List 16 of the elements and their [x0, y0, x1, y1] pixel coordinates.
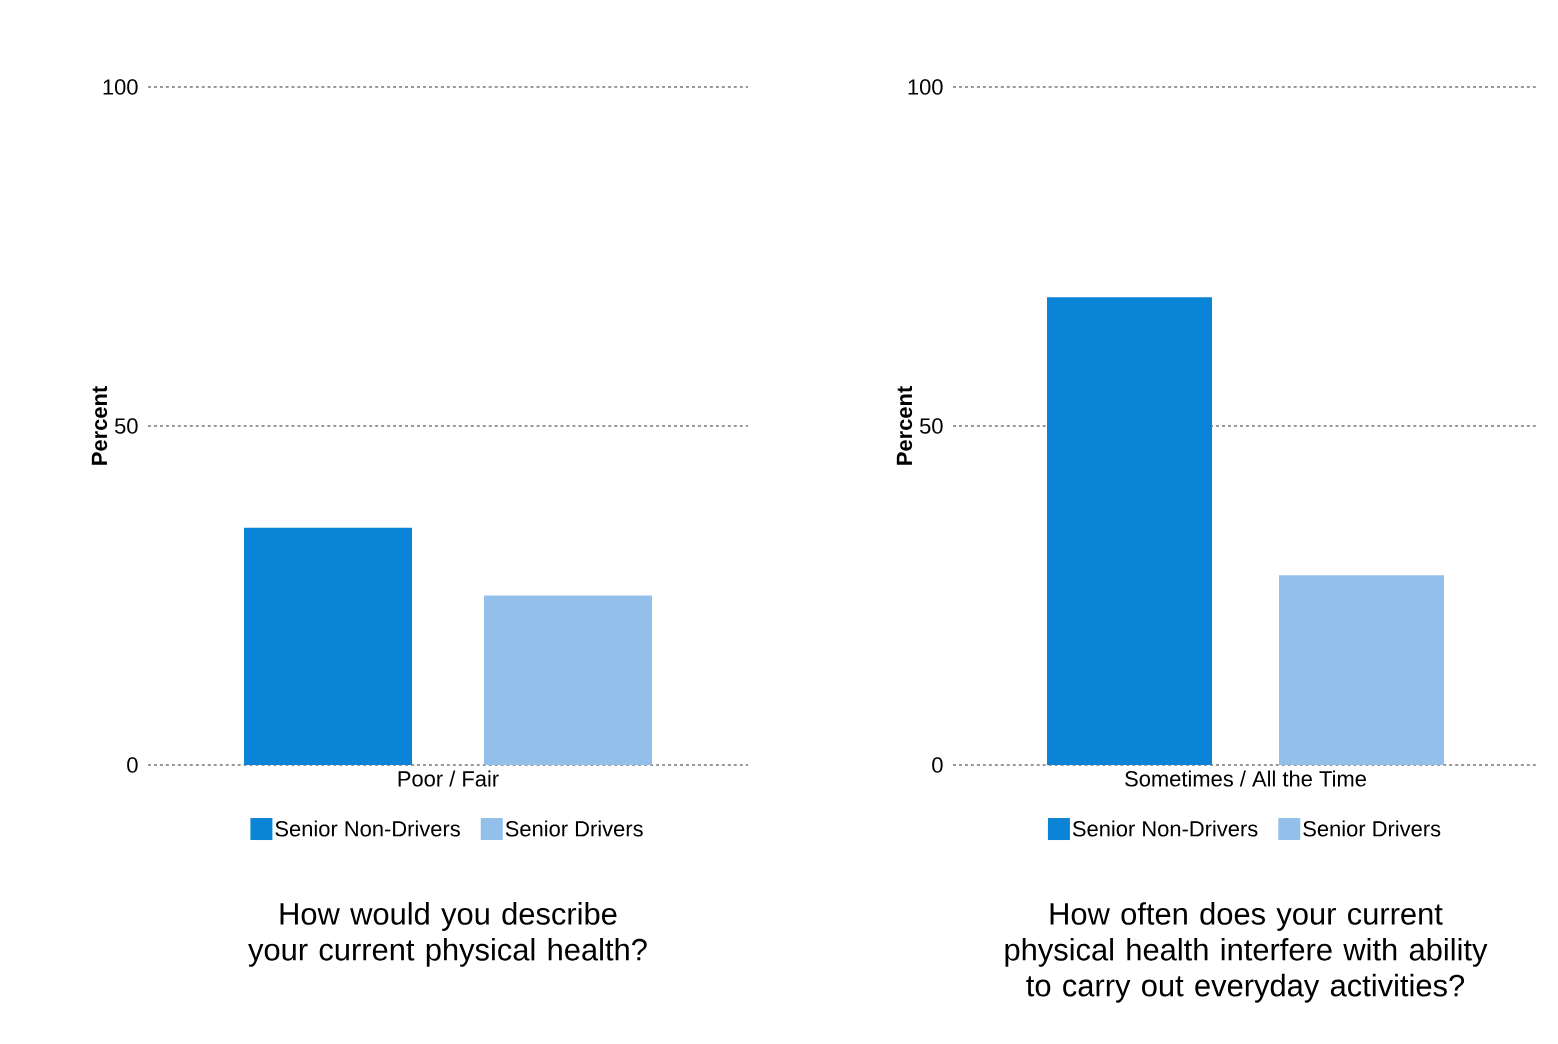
y-axis-title: Percent	[896, 386, 913, 465]
y-tick-label: 100	[908, 79, 943, 95]
y-tick-label: 50	[920, 418, 943, 434]
text: How would you describe your current physical health?	[248, 902, 647, 967]
y-tick-label: 50	[114, 418, 138, 434]
y-tick-label: 0	[932, 757, 943, 773]
legend-label: Senior Non-Drivers	[1072, 820, 1258, 837]
y-axis-title: Percent	[91, 386, 108, 465]
x-tick-label: Sometimes / All the Time	[1125, 770, 1366, 787]
text: How often does your current physical health interfere with ability to carry out everyday activities?	[1005, 902, 1488, 1003]
y-tick-label: 100	[103, 79, 138, 95]
legend-label: Senior Drivers	[1303, 820, 1441, 837]
legend-label: Senior Drivers	[505, 820, 643, 837]
legend-label: Senior Non-Drivers	[275, 820, 460, 837]
y-tick-label: 0	[127, 757, 138, 773]
x-tick-label: Poor / Fair	[398, 770, 499, 787]
